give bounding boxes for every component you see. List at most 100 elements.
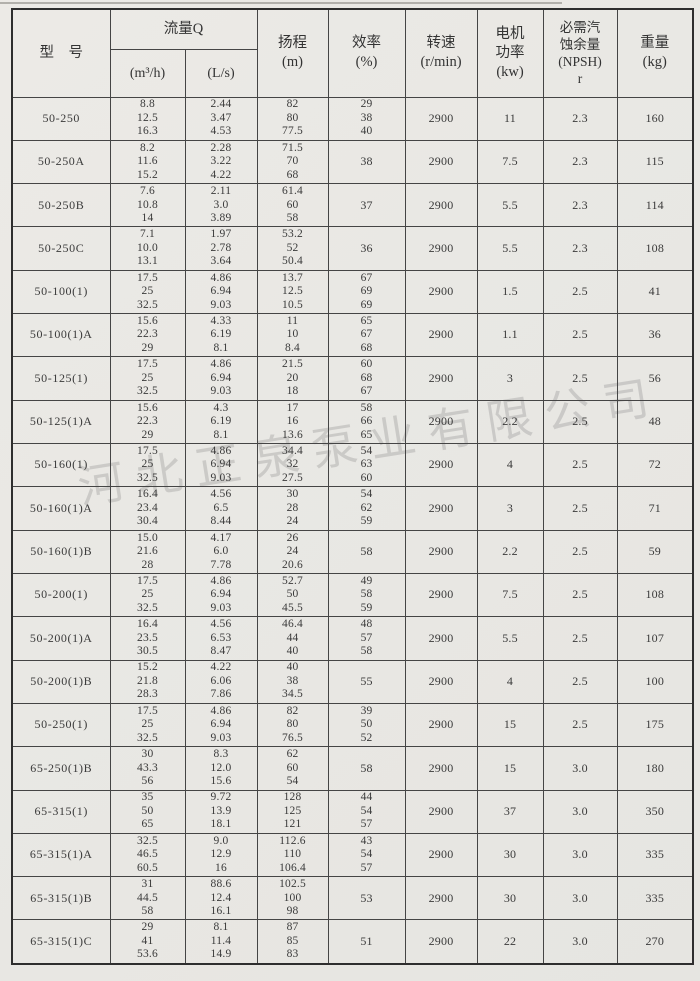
npsh-cell: 2.5: [542, 572, 618, 618]
weight-cell: 175: [616, 702, 694, 748]
col-header-model: 型 号: [11, 8, 111, 98]
speed-cell: 2900: [404, 356, 478, 401]
npsh-cell: 2.5: [542, 313, 618, 358]
efficiency-cell: 39 50 52: [327, 702, 406, 748]
flow-ls-cell: 4.56 6.53 8.47: [184, 616, 258, 661]
flow-m3h-cell: 15.0 21.6 28: [109, 529, 186, 574]
table-row: 50-200(1) 17.5 25 32.5 4.86 6.94 9.03 52.7 …: [11, 572, 694, 618]
weight-cell: 48: [616, 399, 694, 445]
weight-cell: 108: [616, 226, 694, 271]
table-row: 50-125(1)A 15.6 22.3 29 4.3 6.19 8.1 17 16 …: [11, 399, 694, 445]
npsh-cell: 3.0: [542, 919, 618, 965]
flow-ls-cell: 1.97 2.78 3.64: [184, 226, 258, 271]
weight-cell: 71: [616, 486, 694, 531]
table-row: 50-200(1)B 15.2 21.8 28.3 4.22 6.06 7.86 40…: [11, 659, 694, 704]
speed-cell: 2900: [404, 832, 478, 878]
col-header-flow: 流量Q: [109, 8, 258, 50]
flow-m3h-cell: 17.5 25 32.5: [109, 269, 186, 315]
flow-m3h-cell: 30 43.3 56: [109, 746, 186, 791]
power-cell: 1.5: [476, 269, 544, 315]
npsh-cell: 2.5: [542, 616, 618, 661]
weight-cell: 270: [616, 919, 694, 965]
efficiency-cell: 38: [327, 139, 406, 185]
npsh-cell: 2.5: [542, 399, 618, 445]
head-cell: 53.2 52 50.4: [256, 226, 329, 271]
npsh-cell: 2.5: [542, 442, 618, 488]
table-header: 型 号 流量Q 扬程 (m) 效率 (%) 转速 (r/min) 电机 功率 (…: [11, 8, 694, 98]
col-header-npsh: 必需汽 蚀余量 (NPSH) r: [542, 8, 618, 98]
weight-cell: 107: [616, 616, 694, 661]
head-cell: 61.4 60 58: [256, 183, 329, 228]
model-cell: 50-250C: [11, 226, 111, 271]
table-row: 50-250B 7.6 10.8 14 2.11 3.0 3.89 61.4 60 5…: [11, 183, 694, 228]
speed-cell: 2900: [404, 616, 478, 661]
head-cell: 30 28 24: [256, 486, 329, 531]
head-cell: 52.7 50 45.5: [256, 572, 329, 618]
flow-ls-cell: 4.3 6.19 8.1: [184, 399, 258, 445]
table-body: 50-250 8.8 12.5 16.3 2.44 3.47 4.53 82 80 7…: [11, 96, 694, 965]
weight-cell: 100: [616, 659, 694, 704]
speed-cell: 2900: [404, 399, 478, 445]
npsh-cell: 2.3: [542, 96, 618, 141]
speed-cell: 2900: [404, 313, 478, 358]
power-cell: 22: [476, 919, 544, 965]
flow-ls-cell: 4.17 6.0 7.78: [184, 529, 258, 574]
model-cell: 50-100(1)A: [11, 313, 111, 358]
npsh-cell: 2.5: [542, 702, 618, 748]
head-cell: 128 125 121: [256, 789, 329, 834]
weight-cell: 114: [616, 183, 694, 228]
power-cell: 30: [476, 876, 544, 921]
model-cell: 50-200(1)A: [11, 616, 111, 661]
speed-cell: 2900: [404, 226, 478, 271]
flow-ls-cell: 4.33 6.19 8.1: [184, 313, 258, 358]
table-row: 65-315(1)B 31 44.5 58 88.6 12.4 16.1 102.5 …: [11, 876, 694, 921]
head-cell: 11 10 8.4: [256, 313, 329, 358]
head-cell: 102.5 100 98: [256, 876, 329, 921]
efficiency-cell: 48 57 58: [327, 616, 406, 661]
efficiency-cell: 67 69 69: [327, 269, 406, 315]
speed-cell: 2900: [404, 919, 478, 965]
flow-ls-cell: 9.72 13.9 18.1: [184, 789, 258, 834]
table-row: 50-160(1)A 16.4 23.4 30.4 4.56 6.5 8.44 30 …: [11, 486, 694, 531]
table-row: 50-100(1)A 15.6 22.3 29 4.33 6.19 8.1 11 10…: [11, 313, 694, 358]
speed-cell: 2900: [404, 183, 478, 228]
flow-ls-cell: 4.86 6.94 9.03: [184, 269, 258, 315]
flow-ls-cell: 2.11 3.0 3.89: [184, 183, 258, 228]
flow-ls-cell: 2.28 3.22 4.22: [184, 139, 258, 185]
npsh-cell: 2.5: [542, 269, 618, 315]
flow-m3h-cell: 29 41 53.6: [109, 919, 186, 965]
model-cell: 50-160(1)B: [11, 529, 111, 574]
speed-cell: 2900: [404, 486, 478, 531]
head-cell: 82 80 76.5: [256, 702, 329, 748]
table-row: 50-125(1) 17.5 25 32.5 4.86 6.94 9.03 21.5 …: [11, 356, 694, 401]
efficiency-cell: 65 67 68: [327, 313, 406, 358]
npsh-cell: 3.0: [542, 876, 618, 921]
table-row: 50-250 8.8 12.5 16.3 2.44 3.47 4.53 82 80 7…: [11, 96, 694, 141]
efficiency-cell: 54 63 60: [327, 442, 406, 488]
page-top-scan-artifact: [0, 2, 562, 4]
weight-cell: 59: [616, 529, 694, 574]
power-cell: 3: [476, 356, 544, 401]
head-cell: 26 24 20.6: [256, 529, 329, 574]
weight-cell: 350: [616, 789, 694, 834]
npsh-cell: 3.0: [542, 832, 618, 878]
flow-m3h-cell: 35 50 65: [109, 789, 186, 834]
pump-spec-table: 型 号 流量Q 扬程 (m) 效率 (%) 转速 (r/min) 电机 功率 (…: [11, 8, 695, 965]
flow-m3h-cell: 8.8 12.5 16.3: [109, 96, 186, 141]
head-cell: 21.5 20 18: [256, 356, 329, 401]
head-cell: 13.7 12.5 10.5: [256, 269, 329, 315]
power-cell: 4: [476, 659, 544, 704]
header-row-top: 型 号 流量Q 扬程 (m) 效率 (%) 转速 (r/min) 电机 功率 (…: [11, 8, 694, 98]
flow-m3h-cell: 17.5 25 32.5: [109, 702, 186, 748]
speed-cell: 2900: [404, 876, 478, 921]
weight-cell: 72: [616, 442, 694, 488]
model-cell: 65-315(1)C: [11, 919, 111, 965]
table-row: 50-160(1)B 15.0 21.6 28 4.17 6.0 7.78 26 24…: [11, 529, 694, 574]
flow-ls-cell: 4.86 6.94 9.03: [184, 356, 258, 401]
col-header-power: 电机 功率 (kw): [476, 8, 544, 98]
model-cell: 50-250(1): [11, 702, 111, 748]
flow-m3h-cell: 17.5 25 32.5: [109, 572, 186, 618]
efficiency-cell: 43 54 57: [327, 832, 406, 878]
model-cell: 65-250(1)B: [11, 746, 111, 791]
power-cell: 5.5: [476, 183, 544, 228]
